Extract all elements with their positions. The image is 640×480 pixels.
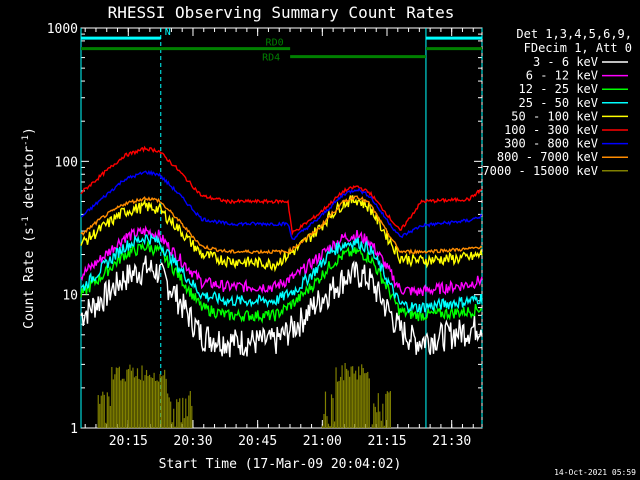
segment-markers: N RD0 RD4 bbox=[80, 27, 483, 428]
legend-label: 300 - 800 keV bbox=[504, 137, 598, 151]
legend-header-line-1: Det 1,3,4,5,6,9, bbox=[516, 27, 632, 41]
x-axis-label: Start Time (17-Mar-09 20:04:02) bbox=[159, 457, 402, 472]
legend-label: 800 - 7000 keV bbox=[497, 150, 598, 164]
x-tick-label: 20:15 bbox=[109, 434, 148, 449]
y-axis-label: Count Rate (s-1 detector-1) bbox=[21, 127, 37, 329]
series-line-0 bbox=[80, 255, 483, 358]
legend-label: 7000 - 15000 keV bbox=[482, 164, 598, 178]
legend-label: 3 - 6 keV bbox=[533, 55, 598, 69]
segment-label: RD4 bbox=[262, 53, 280, 64]
footer-timestamp: 14-Oct-2021 05:59 bbox=[554, 468, 636, 477]
series-line-3 bbox=[80, 232, 483, 314]
plot-frame bbox=[80, 27, 483, 429]
legend-label: 12 - 25 keV bbox=[519, 82, 598, 96]
x-tick-label: 20:45 bbox=[238, 434, 277, 449]
x-tick-label: 21:00 bbox=[303, 434, 342, 449]
segment-label: N bbox=[165, 27, 171, 38]
plot-border bbox=[80, 27, 483, 429]
segment-label: RD0 bbox=[266, 38, 284, 49]
y-tick-label: 1000 bbox=[47, 22, 78, 37]
series-line-1 bbox=[80, 224, 483, 297]
y-tick-label: 1 bbox=[70, 422, 78, 437]
series-line-5 bbox=[80, 145, 483, 236]
x-tick-label: 21:30 bbox=[432, 434, 471, 449]
series-group bbox=[80, 145, 483, 358]
legend-label: 50 - 100 keV bbox=[511, 109, 598, 123]
legend-label: 6 - 12 keV bbox=[526, 69, 598, 83]
legend-label: 25 - 50 keV bbox=[519, 96, 598, 110]
x-tick-label: 20:30 bbox=[173, 434, 212, 449]
x-axis: 20:15 20:30 20:45 21:00 21:15 21:30 bbox=[84, 28, 474, 449]
legend-label: 100 - 300 keV bbox=[504, 123, 598, 137]
legend-header-line-2: FDecim 1, Att 0 bbox=[524, 41, 632, 55]
series-line-7 bbox=[80, 195, 483, 256]
legend: Det 1,3,4,5,6,9, FDecim 1, Att 0 3 - 6 k… bbox=[482, 27, 632, 178]
y-tick-label: 10 bbox=[62, 289, 78, 304]
x-tick-label: 21:15 bbox=[367, 434, 406, 449]
series-7000-15000-kev bbox=[97, 362, 391, 428]
y-tick-label: 100 bbox=[55, 155, 78, 170]
series-line-2 bbox=[80, 240, 483, 324]
series-line-4 bbox=[80, 195, 483, 273]
series-line-6 bbox=[80, 169, 483, 241]
chart-title: RHESSI Observing Summary Count Rates bbox=[108, 3, 455, 22]
